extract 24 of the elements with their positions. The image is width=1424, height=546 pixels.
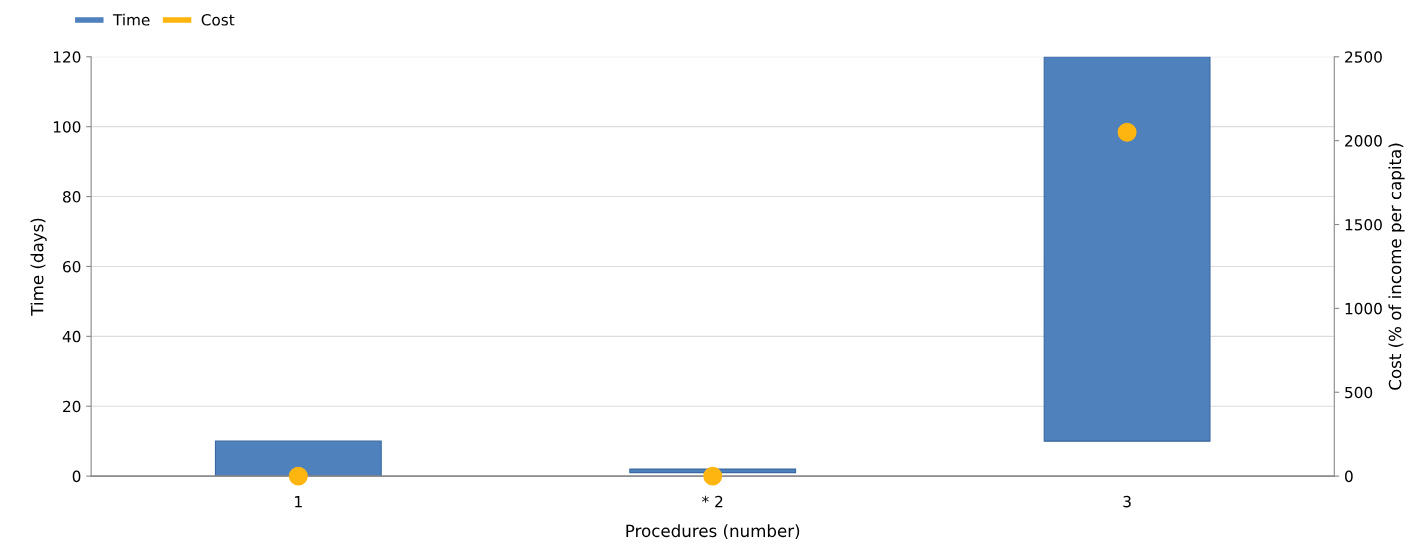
x-axis-title: Procedures (number) [626, 524, 800, 540]
y-tick-label: 80 [63, 191, 81, 203]
y-axis-title: Time (days) [30, 218, 47, 316]
x-tick-label: 3 [1123, 495, 1131, 508]
y2-tick-label: 2500 [1345, 51, 1382, 63]
legend-label: Time [112, 13, 150, 26]
y-tick-label: 60 [63, 260, 81, 273]
y2-tick-label: 0 [1345, 470, 1353, 483]
y2-tick-label: 1500 [1345, 218, 1382, 231]
bar [214, 440, 382, 477]
y-tick-label: 100 [53, 121, 81, 133]
y-tick-label: 40 [62, 330, 81, 343]
y2-tick-label: 2000 [1345, 135, 1382, 147]
y2-axis-title: Cost (% of income per capita) [1388, 143, 1405, 390]
x-tick-label: 1 [295, 496, 302, 508]
bar [1043, 56, 1211, 442]
x-tick-label: * 2 [702, 495, 723, 508]
y-tick-label: 0 [72, 470, 81, 483]
y-tick-label: 120 [53, 51, 81, 63]
legend-label: Cost [201, 14, 235, 26]
y-tick-label: 20 [63, 400, 81, 413]
y2-tick-label: 500 [1345, 386, 1373, 399]
y2-tick-label: 1000 [1345, 302, 1382, 315]
bar [629, 468, 797, 474]
